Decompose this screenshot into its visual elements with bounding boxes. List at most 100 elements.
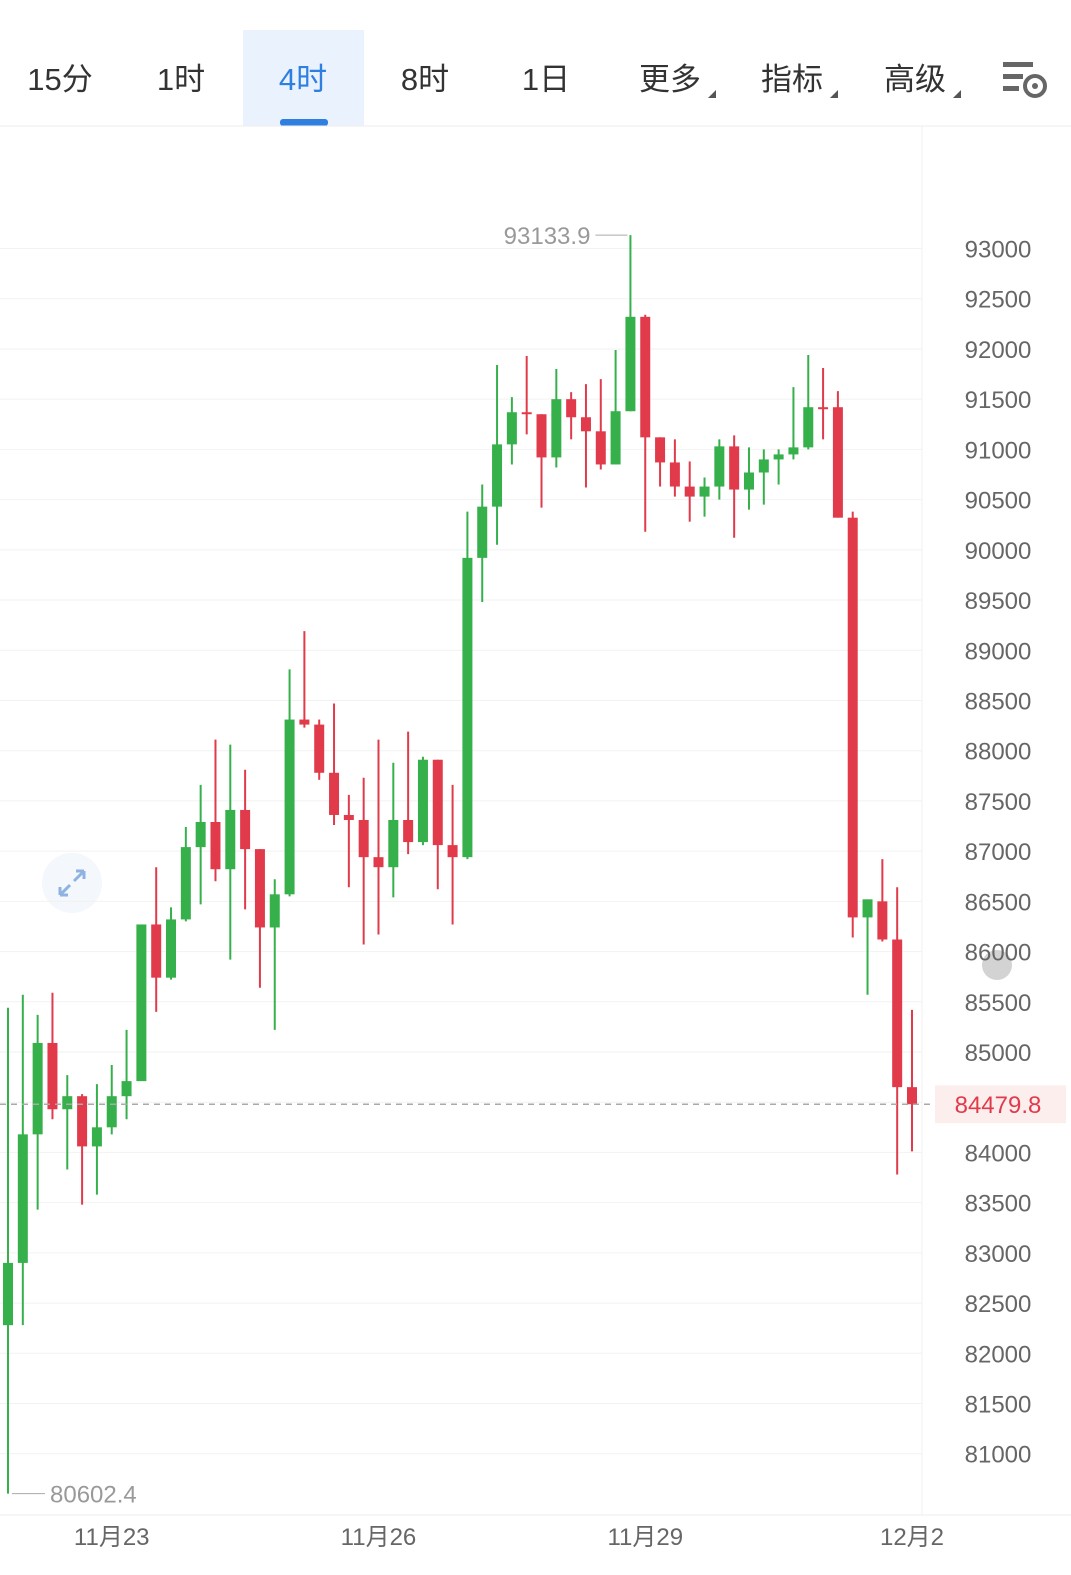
candle-body: [699, 486, 710, 497]
candle-body: [62, 1096, 73, 1110]
tab[interactable]: 更多: [639, 62, 701, 97]
candle-body: [77, 1096, 88, 1147]
y-tick-label: 91000: [965, 437, 1032, 464]
y-tick-label: 83500: [965, 1191, 1032, 1218]
y-tick-label: 84000: [965, 1140, 1032, 1167]
candle-body: [210, 822, 221, 870]
candle-body: [462, 557, 473, 858]
candle-body: [788, 447, 799, 455]
candle-body: [610, 411, 621, 465]
y-tick-label: 92500: [965, 287, 1032, 314]
tab[interactable]: 15分: [27, 62, 92, 97]
candle-body: [32, 1042, 43, 1135]
dropdown-caret: [953, 90, 961, 98]
candle-body: [403, 819, 414, 843]
y-tick-label: 91500: [965, 387, 1032, 414]
candle-body: [477, 506, 488, 558]
tab[interactable]: 1时: [157, 62, 205, 97]
candle-body: [892, 939, 903, 1088]
candle-body: [669, 462, 680, 487]
active-tab-bg: [243, 30, 364, 126]
candle-body: [758, 459, 769, 473]
y-tick-label: 83000: [965, 1241, 1032, 1268]
candle-body: [714, 446, 725, 487]
candle-body: [225, 809, 236, 870]
candle-body: [655, 437, 666, 463]
last-price-label: 84479.8: [955, 1092, 1042, 1119]
candle-body: [595, 431, 606, 465]
tab[interactable]: 1日: [522, 62, 570, 97]
candle-body: [877, 901, 888, 940]
candle-body: [151, 924, 162, 978]
y-tick-label: 92000: [965, 337, 1032, 364]
y-tick-label: 82000: [965, 1341, 1032, 1368]
candle-body: [329, 772, 340, 815]
candle-body: [136, 924, 147, 1082]
candle-body: [343, 814, 354, 820]
tab[interactable]: 指标: [761, 62, 823, 97]
tab[interactable]: 8时: [401, 62, 449, 97]
low-label: 80602.4: [50, 1482, 137, 1509]
y-tick-label: 85000: [965, 1040, 1032, 1067]
y-tick-label: 89000: [965, 638, 1032, 665]
candle-body: [832, 407, 843, 518]
y-tick-label: 90000: [965, 538, 1032, 565]
candle-body: [195, 822, 206, 848]
k-icon[interactable]: [982, 950, 1012, 980]
candle-body: [862, 899, 873, 918]
y-tick-label: 82500: [965, 1291, 1032, 1318]
candle-body: [847, 517, 858, 918]
candle-body: [566, 399, 577, 418]
candle-body: [388, 819, 399, 868]
expand-icon[interactable]: [42, 853, 102, 913]
tab[interactable]: 4时: [279, 62, 327, 97]
candle-body: [254, 849, 265, 928]
candle-body: [91, 1127, 102, 1147]
candle-body: [773, 454, 784, 460]
candle-body: [447, 845, 458, 858]
candle-body: [3, 1262, 13, 1326]
x-tick-label: 12月2: [880, 1524, 944, 1551]
y-tick-label: 86000: [965, 940, 1032, 967]
y-tick-label: 88000: [965, 739, 1032, 766]
candle-body: [551, 399, 562, 458]
candle-body: [492, 444, 503, 507]
candle-body: [314, 724, 325, 773]
candle-body: [299, 719, 310, 725]
candle-body: [536, 414, 547, 458]
candle-body: [625, 316, 636, 412]
y-tick-label: 81000: [965, 1442, 1032, 1469]
candle-body: [358, 819, 369, 858]
candle-body: [521, 412, 532, 415]
x-tick-label: 11月26: [341, 1524, 417, 1551]
candle-body: [506, 412, 517, 445]
y-tick-label: 88500: [965, 688, 1032, 715]
candle-body: [684, 486, 695, 497]
y-tick-label: 81500: [965, 1392, 1032, 1419]
last-price-box: [935, 1085, 1066, 1124]
x-tick-label: 11月23: [74, 1524, 150, 1551]
candle-body: [106, 1096, 117, 1128]
x-tick-label: 11月29: [607, 1524, 683, 1551]
candle-body: [640, 316, 651, 438]
candle-body: [803, 407, 814, 448]
settings-icon[interactable]: [1003, 62, 1047, 98]
high-label: 93133.9: [504, 223, 591, 250]
dropdown-caret: [708, 90, 716, 98]
y-tick-label: 86500: [965, 889, 1032, 916]
y-tick-label: 87000: [965, 839, 1032, 866]
y-tick-label: 85500: [965, 990, 1032, 1017]
candle-body: [269, 894, 280, 928]
candle-body: [121, 1081, 132, 1097]
candle-body: [417, 759, 428, 843]
candle-body: [743, 472, 754, 490]
candle-body: [818, 407, 829, 410]
candle-body: [432, 759, 443, 846]
tab[interactable]: 高级: [884, 62, 946, 97]
y-tick-label: 90500: [965, 488, 1032, 515]
candle-body: [284, 719, 295, 895]
y-tick-label: 89500: [965, 588, 1032, 615]
candle-body: [166, 919, 177, 978]
